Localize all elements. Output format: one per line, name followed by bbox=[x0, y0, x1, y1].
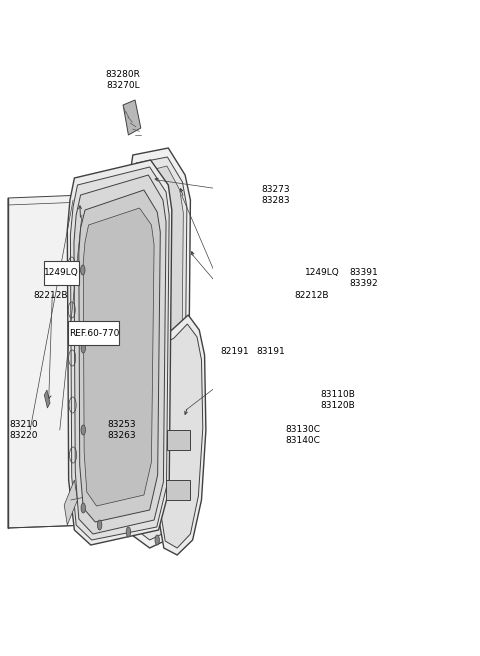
Polygon shape bbox=[126, 148, 191, 548]
Text: 83110B
83120B: 83110B 83120B bbox=[321, 390, 356, 410]
Polygon shape bbox=[160, 324, 203, 548]
Polygon shape bbox=[79, 190, 160, 522]
Text: 1249LQ: 1249LQ bbox=[305, 268, 339, 276]
Polygon shape bbox=[297, 365, 302, 382]
Text: 83130C
83140C: 83130C 83140C bbox=[286, 425, 321, 445]
Text: 82191: 82191 bbox=[220, 348, 249, 356]
Circle shape bbox=[81, 503, 85, 513]
Circle shape bbox=[284, 383, 290, 397]
Circle shape bbox=[81, 265, 85, 275]
Polygon shape bbox=[67, 160, 172, 545]
Polygon shape bbox=[166, 480, 190, 500]
FancyBboxPatch shape bbox=[304, 359, 333, 383]
FancyBboxPatch shape bbox=[68, 321, 119, 345]
Text: REF.60-770: REF.60-770 bbox=[69, 329, 120, 337]
Polygon shape bbox=[71, 167, 169, 540]
Circle shape bbox=[126, 527, 131, 537]
Polygon shape bbox=[64, 480, 77, 525]
Text: 83210
83220: 83210 83220 bbox=[10, 420, 38, 440]
Polygon shape bbox=[168, 430, 191, 450]
Polygon shape bbox=[83, 208, 154, 506]
FancyBboxPatch shape bbox=[44, 261, 79, 285]
Text: 82212B: 82212B bbox=[294, 291, 329, 300]
Circle shape bbox=[97, 520, 102, 530]
Text: 83191: 83191 bbox=[256, 348, 285, 356]
Text: 83273
83283: 83273 83283 bbox=[261, 185, 290, 205]
Polygon shape bbox=[157, 315, 206, 555]
Text: 83253
83263: 83253 83263 bbox=[107, 420, 136, 440]
Polygon shape bbox=[130, 157, 187, 540]
Polygon shape bbox=[44, 390, 50, 408]
Circle shape bbox=[81, 425, 85, 435]
Circle shape bbox=[81, 343, 85, 353]
Polygon shape bbox=[8, 195, 91, 528]
Polygon shape bbox=[133, 166, 183, 532]
Polygon shape bbox=[74, 175, 166, 534]
Text: 1249LQ: 1249LQ bbox=[44, 268, 79, 276]
Text: 82212B: 82212B bbox=[33, 291, 68, 300]
Text: 83280R
83270L: 83280R 83270L bbox=[106, 70, 141, 90]
Circle shape bbox=[216, 468, 222, 482]
Circle shape bbox=[155, 535, 159, 545]
Polygon shape bbox=[123, 100, 141, 135]
Text: 83391
83392: 83391 83392 bbox=[349, 268, 378, 288]
